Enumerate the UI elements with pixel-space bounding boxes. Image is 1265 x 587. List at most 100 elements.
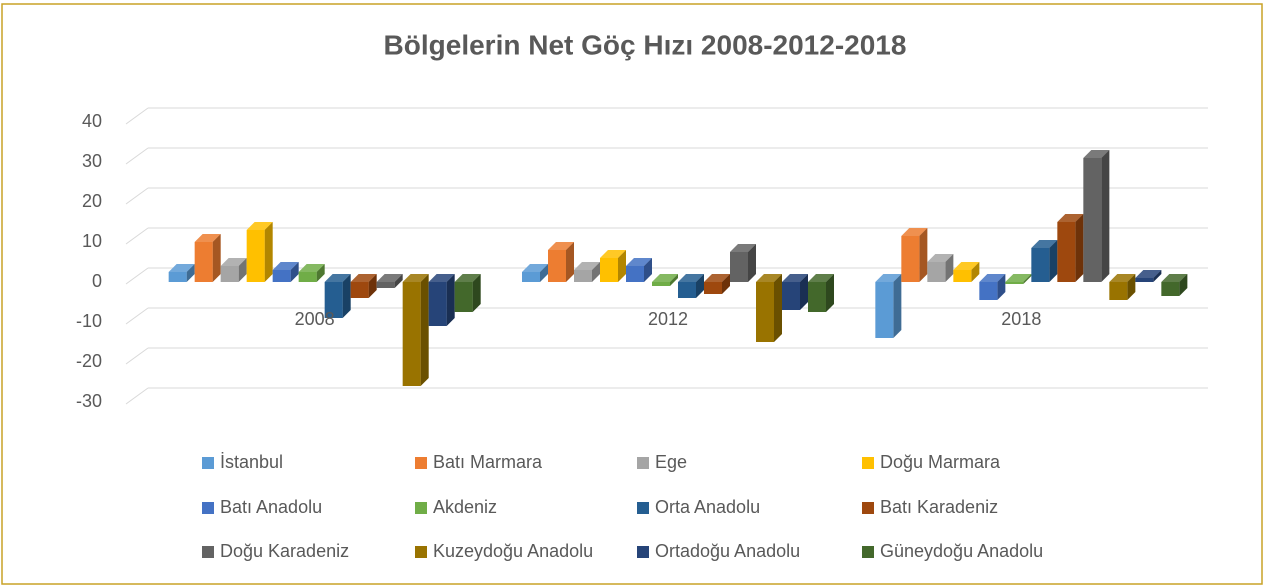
bar-side-shade (212, 234, 221, 282)
bar-top (298, 264, 325, 272)
bar-top (428, 274, 455, 282)
bar (1161, 282, 1180, 296)
bar-top (953, 262, 980, 270)
legend-label: Doğu Marmara (880, 452, 1001, 472)
bar-side-shade (644, 258, 652, 282)
bar-side-shade (971, 262, 980, 282)
bar-side (1101, 150, 1110, 282)
y-tick-label: -10 (76, 311, 102, 331)
bar-side-shade (368, 274, 377, 298)
bar-top-shade (1083, 150, 1110, 158)
bar-top (626, 258, 652, 266)
bar-side (342, 274, 351, 318)
legend-swatch (637, 457, 649, 469)
legend-swatch (637, 546, 649, 558)
bar (979, 282, 998, 300)
bar-side-shade (290, 262, 299, 282)
bar-top-shade (953, 262, 980, 270)
bar (548, 250, 566, 282)
bar-top (220, 258, 247, 266)
bar-side-shade (1049, 240, 1058, 282)
bar-side-shade (945, 254, 954, 282)
grid-line-slant (125, 107, 149, 125)
bar-side (472, 274, 481, 312)
bar-top-shade (756, 274, 782, 282)
bar-top (548, 242, 574, 250)
legend-label: Ortadoğu Anadolu (655, 541, 800, 561)
bar (350, 282, 369, 298)
bar-side-shade (592, 262, 600, 282)
bar-top-shade (678, 274, 704, 282)
x-tick-label: 2008 (295, 309, 335, 329)
bar-side (1127, 274, 1136, 300)
grid-line-slant (125, 347, 149, 365)
legend-swatch (415, 502, 427, 514)
bar-side-shade (722, 274, 730, 294)
bar (678, 282, 696, 298)
bar-side (748, 244, 756, 282)
bar-top (704, 274, 730, 282)
bar (246, 230, 265, 282)
bar (324, 282, 343, 318)
bar (875, 282, 894, 338)
bar-side-shade (566, 242, 574, 282)
bar-top (522, 264, 548, 272)
bar-side-shade (696, 274, 704, 298)
legend-label: Ege (655, 452, 687, 472)
bar-top (730, 244, 756, 252)
bar-top-shade (782, 274, 808, 282)
y-tick-label: 20 (82, 191, 102, 211)
bar-top (756, 274, 782, 282)
bar-top (1057, 214, 1084, 222)
bar-top-shade (454, 274, 481, 282)
bar-side (1153, 270, 1162, 282)
bar-side (670, 274, 678, 286)
bar-side-shade (774, 274, 782, 342)
x-tick-label: 2012 (648, 309, 688, 329)
bar-side (566, 242, 574, 282)
bar-top (901, 228, 928, 236)
bar-top (808, 274, 834, 282)
legend-label: Batı Anadolu (220, 497, 322, 517)
bar (626, 266, 644, 282)
bar-top (1031, 240, 1058, 248)
legend-swatch (862, 502, 874, 514)
grid-line-slant (125, 387, 149, 405)
bar-side-shade (1153, 270, 1162, 282)
bar-top (1135, 270, 1162, 278)
y-tick-label: 0 (92, 271, 102, 291)
bar-side-shade (446, 274, 455, 326)
legend-swatch (202, 546, 214, 558)
bar-side (696, 274, 704, 298)
bar-side (1023, 274, 1032, 284)
bar (1109, 282, 1128, 300)
bar-side-shade (186, 264, 195, 282)
bar-side-shade (919, 228, 928, 282)
legend-swatch (202, 457, 214, 469)
bar-top-shade (402, 274, 429, 282)
bar-side-shade (670, 274, 678, 286)
bar (1057, 222, 1076, 282)
bar-top-shade (272, 262, 299, 270)
legend-label: Orta Anadolu (655, 497, 760, 517)
bar-side (212, 234, 221, 282)
bar-top (168, 264, 195, 272)
bar-top-shade (246, 222, 273, 230)
bar (168, 272, 187, 282)
bar-side (316, 264, 325, 282)
bar-side-shade (1127, 274, 1136, 300)
bar-top (454, 274, 481, 282)
bar-side (238, 258, 247, 282)
bar-side-shade (800, 274, 808, 310)
grid-line-slant (125, 187, 149, 205)
bar-top-shade (376, 274, 403, 282)
bar-side (618, 250, 626, 282)
y-tick-label: -30 (76, 391, 102, 411)
bar-top-shade (808, 274, 834, 282)
bar-top-shade (522, 264, 548, 272)
bar (782, 282, 800, 310)
bar-side-shade (1023, 274, 1032, 284)
bar-top-shade (324, 274, 351, 282)
bar (298, 272, 317, 282)
